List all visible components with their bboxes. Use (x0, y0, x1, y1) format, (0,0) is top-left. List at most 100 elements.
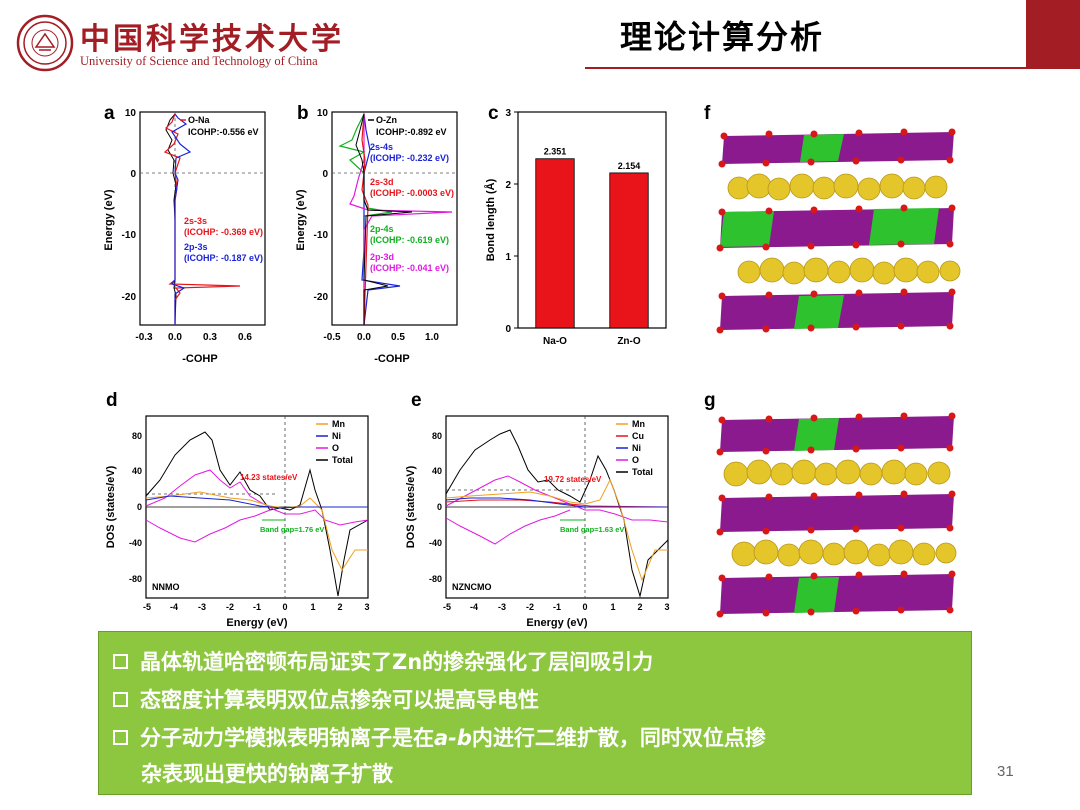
d-xtick-7: 2 (337, 602, 342, 612)
b-ann4-title: 2p-3d (370, 252, 394, 262)
b-ann3-val: (ICOHP: -0.619 eV) (370, 235, 449, 245)
e-sample: NZNCMO (452, 582, 492, 592)
d-xtick-8: 3 (364, 602, 369, 612)
cohp-plot-a: 10 0 -10 -20 Energy (eV) -0.3 0.0 0.3 0.… (103, 108, 266, 365)
a-legend: O-Na (188, 115, 210, 125)
a-ytick-3: -20 (122, 292, 137, 303)
a-xtick-2: 0.3 (203, 332, 217, 343)
b-xlabel: -COHP (374, 353, 409, 365)
d-ytick-2: 0 (137, 502, 142, 512)
e-legend-0: Mn (632, 419, 645, 429)
dos-plot-e: 80 40 0 -40 -80 DOS (states/eV) -5 -4 -3… (405, 415, 670, 629)
c-ytick-label: 3 (505, 108, 511, 119)
summary-bullet-2: 态密度计算表明双位点掺杂可以提高导电性 (113, 684, 539, 714)
e-xlabel: Energy (eV) (526, 617, 587, 629)
b-curve-black (355, 113, 413, 325)
d-bandgap: Band gap=1.76 eV (260, 525, 324, 534)
d-legend-3: Total (332, 455, 353, 465)
e-xtick-5: 0 (582, 602, 587, 612)
e-xtick-0: -5 (443, 602, 451, 612)
a-xtick-3: 0.6 (238, 332, 252, 343)
e-legend-2: Ni (632, 443, 641, 453)
d-legend-1: Ni (332, 431, 341, 441)
b-ytick-0: 10 (317, 108, 329, 119)
e-curve-o-neg (445, 509, 571, 545)
e-legend-1: Cu (632, 431, 644, 441)
d-xtick-4: -1 (253, 602, 261, 612)
b-ann2-val: (ICOHP: -0.0003 eV) (370, 188, 454, 198)
d-ytick-0: 80 (132, 431, 142, 441)
e-curve-mn (445, 478, 668, 582)
c-ytick-label: 0 (505, 324, 511, 335)
d-annotation: 14.23 states/eV (240, 473, 298, 482)
e-xtick-2: -3 (498, 602, 506, 612)
e-ytick-2: 0 (437, 502, 442, 512)
e-bandgap: Band gap=1.63 eV (560, 525, 624, 534)
e-ytick-3: -40 (429, 538, 442, 548)
a-xtick-1: 0.0 (168, 332, 182, 343)
e-ylabel: DOS (states/eV) (405, 465, 417, 548)
header-red-line (585, 67, 1080, 69)
b-xtick-1: 0.0 (357, 332, 371, 343)
b-legend: O-Zn (376, 115, 397, 125)
a-ytick-2: -10 (122, 230, 137, 241)
dos-plot-d: 80 40 0 -40 -80 DOS (states/eV) -5 -4 -3… (105, 415, 370, 629)
summary-bullet-3-text-pre: 分子动力学模拟表明钠离子是在 (140, 726, 434, 750)
d-ylabel: DOS (states/eV) (105, 465, 117, 548)
b-ann1-title: 2s-4s (370, 142, 393, 152)
d-legend-2: O (332, 443, 339, 453)
bar-zn-o (609, 172, 649, 329)
summary-bullet-2-text: 态密度计算表明双位点掺杂可以提高导电性 (140, 688, 539, 712)
a-ann2-val: (ICOHP: -0.187 eV) (184, 253, 263, 263)
b-xtick-3: 1.0 (425, 332, 439, 343)
c-ytick-label: 1 (505, 252, 511, 263)
cohp-plot-b: 10 0 -10 -20 Energy (eV) -0.5 0.0 0.5 1.… (295, 108, 458, 365)
panel-b-letter: b (297, 103, 309, 124)
b-xtick-0: -0.5 (323, 332, 341, 343)
a-ann1-val: (ICOHP: -0.369 eV) (184, 227, 263, 237)
header-red-block (1026, 0, 1080, 68)
a-xlabel: -COHP (182, 353, 217, 365)
b-ylabel: Energy (eV) (295, 189, 307, 250)
a-icohp: ICOHP:-0.556 eV (188, 127, 259, 137)
d-xlabel: Energy (eV) (226, 617, 287, 629)
d-xtick-2: -3 (198, 602, 206, 612)
e-ytick-1: 40 (432, 466, 442, 476)
summary-bullet-3-ab: a-b (434, 726, 472, 750)
d-xtick-3: -2 (226, 602, 234, 612)
b-ann3-title: 2p-4s (370, 224, 394, 234)
university-seal-icon (16, 14, 74, 72)
crystal-structure-f (716, 128, 961, 334)
d-xtick-1: -4 (170, 602, 178, 612)
page-number: 31 (997, 763, 1014, 780)
d-xtick-5: 0 (282, 602, 287, 612)
summary-box: 晶体轨道哈密顿布局证实了Zn的掺杂强化了层间吸引力 态密度计算表明双位点掺杂可以… (98, 631, 972, 795)
a-ylabel: Energy (eV) (103, 189, 115, 250)
e-legend-3: O (632, 455, 639, 465)
checkbox-square-icon (113, 692, 128, 707)
panel-d-letter: d (106, 390, 118, 411)
e-curve-ni (445, 497, 668, 508)
bond-length-bar-chart: Bond length (Å) 0 1 2 3 2.351 Na-O 2.154 Zn-O (484, 108, 667, 347)
a-curve-blue (171, 113, 192, 325)
university-name-en: University of Science and Technology of … (80, 54, 318, 68)
header-bar (0, 0, 1080, 68)
a-ytick-0: 10 (125, 108, 137, 119)
bar-na-o (535, 158, 575, 329)
e-xtick-7: 2 (637, 602, 642, 612)
d-ytick-4: -80 (129, 574, 142, 584)
b-curve-green (338, 113, 393, 325)
d-ytick-3: -40 (129, 538, 142, 548)
d-curve-ni (145, 495, 368, 509)
b-xtick-2: 0.5 (391, 332, 405, 343)
a-ann1-title: 2s-3s (184, 216, 207, 226)
summary-bullet-3: 分子动力学模拟表明钠离子是在a-b内进行二维扩散，同时双位点掺 (113, 722, 766, 752)
d-curve-o (145, 469, 369, 526)
b-ytick-1: 0 (322, 169, 328, 180)
e-curve-cu (445, 499, 669, 508)
checkbox-square-icon (113, 654, 128, 669)
a-ytick-1: 0 (130, 169, 136, 180)
d-ytick-1: 40 (132, 466, 142, 476)
c-ytick-label: 2 (505, 180, 511, 191)
e-xtick-8: 3 (664, 602, 669, 612)
